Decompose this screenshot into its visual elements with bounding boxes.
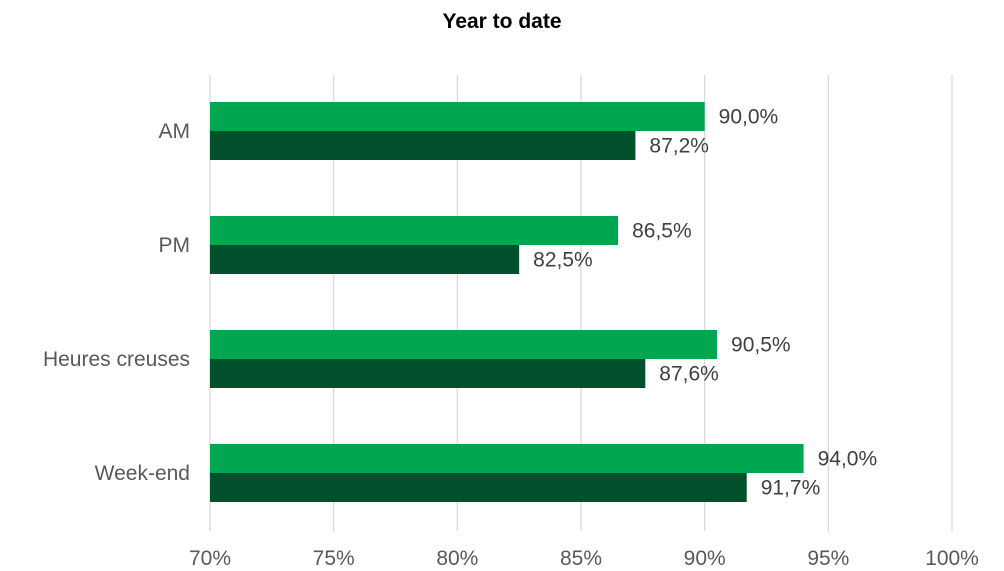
x-tick-label: 75% [313,547,355,570]
bar [210,330,718,359]
value-axis: 70% 75% 80% 85% 90% 95% 100% [189,547,979,570]
category-label: PM [159,234,191,257]
category-label: Week-end [95,462,190,485]
x-tick-label: 100% [925,547,979,570]
x-tick-label: 80% [436,547,478,570]
bar [210,473,747,502]
bar [210,444,804,473]
bars [210,102,804,502]
bar [210,359,646,388]
data-label: 82,5% [533,249,593,272]
x-tick-label: 95% [807,547,849,570]
bar [210,102,705,131]
category-axis: AM PM Heures creuses Week-end [43,120,190,485]
category-label: AM [159,120,191,143]
data-label: 91,7% [761,477,821,500]
data-label: 86,5% [632,220,692,243]
chart-title: Year to date [442,10,562,33]
bar [210,131,636,160]
bar [210,245,520,274]
data-label: 87,6% [659,363,719,386]
bar [210,216,619,245]
data-labels: 90,0% 87,2% 86,5% 82,5% 90,5% 87,6% 94,0% 91,7% [533,106,877,500]
data-label: 90,5% [731,334,791,357]
data-label: 90,0% [719,106,779,129]
x-tick-label: 70% [189,547,231,570]
data-label: 94,0% [818,448,878,471]
data-label: 87,2% [649,135,709,158]
category-label: Heures creuses [43,348,190,371]
x-tick-label: 85% [560,547,602,570]
x-tick-label: 90% [684,547,726,570]
